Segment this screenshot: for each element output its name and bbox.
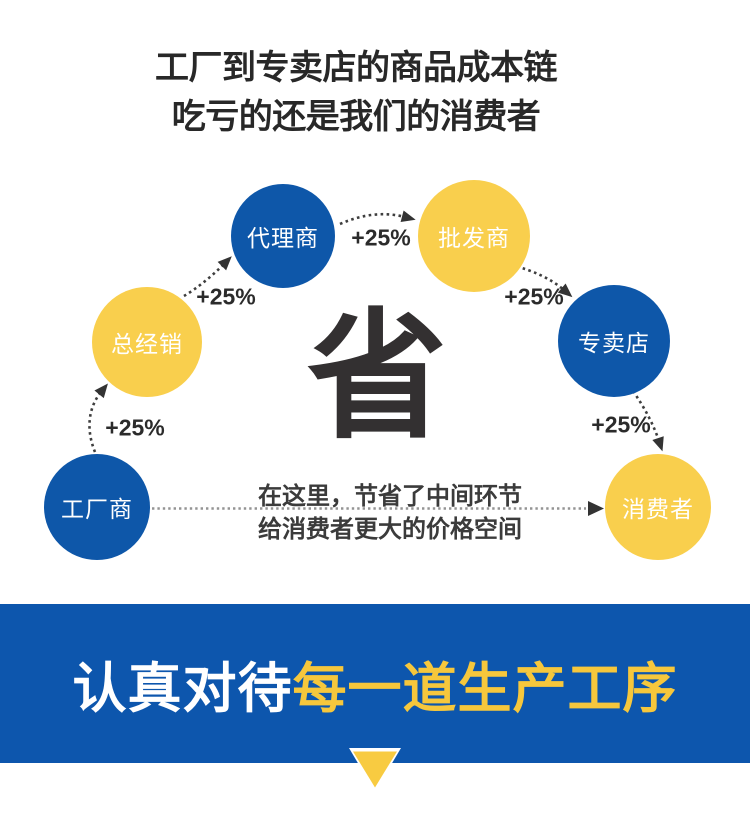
down-triangle-fill bbox=[353, 751, 397, 788]
node-consumer: 消费者 bbox=[605, 454, 711, 560]
down-triangle-icon bbox=[349, 748, 401, 792]
arrow-agent-to-wholesaler bbox=[339, 210, 416, 226]
banner-slogan-white: 认真对待 bbox=[72, 659, 293, 719]
node-store: 专卖店 bbox=[558, 285, 670, 397]
arrow-factory-to-distributor bbox=[88, 383, 108, 453]
arrow-distributor-to-agent bbox=[183, 256, 232, 298]
savings-note-line-2: 给消费者更大的价格空间 bbox=[258, 516, 522, 543]
node-factory: 工厂商 bbox=[44, 454, 150, 560]
title-line-1: 工厂到专卖店的商品成本链 bbox=[155, 49, 558, 87]
baseline-arrowhead bbox=[588, 501, 604, 516]
node-distributor: 总经销 bbox=[92, 287, 202, 397]
node-wholesaler-label: 批发商 bbox=[438, 225, 510, 251]
node-store-label: 专卖店 bbox=[578, 330, 650, 356]
node-consumer-label: 消费者 bbox=[622, 496, 694, 522]
increment-label-5: +25% bbox=[591, 411, 651, 438]
title-line-2: 吃亏的还是我们的消费者 bbox=[171, 98, 541, 136]
bottom-banner: 认真对待每一道生产工序 bbox=[0, 604, 750, 763]
banner-slogan: 认真对待每一道生产工序 bbox=[73, 644, 678, 723]
savings-note-line-1: 在这里，节省了中间环节 bbox=[258, 483, 522, 510]
page-title: 工厂到专卖店的商品成本链 吃亏的还是我们的消费者 bbox=[0, 44, 712, 142]
banner-slogan-yellow: 每一道生产工序 bbox=[292, 659, 678, 719]
savings-note: 在这里，节省了中间环节 给消费者更大的价格空间 bbox=[258, 480, 522, 546]
node-agent: 代理商 bbox=[231, 184, 335, 288]
arrow-wholesaler-to-store bbox=[510, 263, 573, 298]
increment-label-4: +25% bbox=[504, 283, 564, 310]
node-factory-label: 工厂商 bbox=[61, 496, 133, 522]
increment-label-3: +25% bbox=[351, 224, 411, 251]
flow-arrows-layer bbox=[88, 210, 664, 516]
save-character: 省 bbox=[306, 298, 447, 455]
increment-label-1: +25% bbox=[105, 414, 165, 441]
increment-label-2: +25% bbox=[196, 283, 256, 310]
node-distributor-label: 总经销 bbox=[111, 331, 183, 357]
node-agent-label: 代理商 bbox=[247, 225, 319, 251]
node-wholesaler: 批发商 bbox=[418, 180, 530, 292]
